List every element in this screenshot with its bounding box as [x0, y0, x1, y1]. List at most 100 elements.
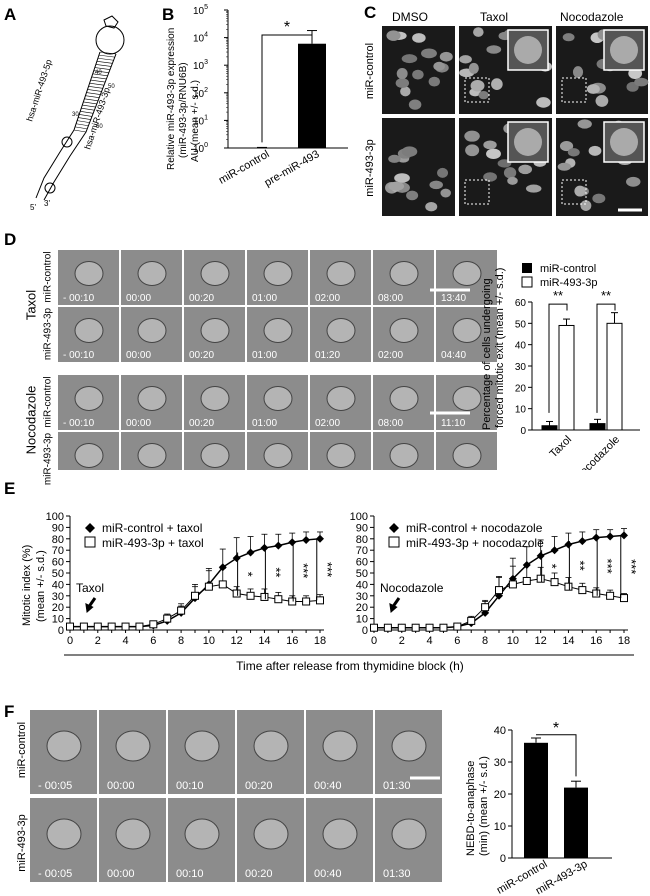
b-y-tick-exponent: 5 [204, 4, 208, 11]
d-x-tick-label: Nocodazole [573, 434, 623, 470]
d-timestamp: 00:20 [189, 350, 214, 361]
c-nucleus [592, 193, 606, 204]
e-marker-diamond [495, 591, 503, 600]
d-timestamp: 02:00 [315, 293, 340, 304]
d-timestamp: 01:00 [252, 418, 277, 429]
f-sig-bracket [536, 734, 577, 777]
d-cell [137, 318, 167, 343]
f-cell [391, 730, 427, 762]
e-marker-square [397, 623, 406, 632]
b-y-tick-exponent: 4 [204, 32, 208, 39]
c-nucleus [580, 200, 592, 211]
arm-5p-label: hsa-miR-493-5p [24, 58, 53, 122]
e-x-tick-label: 2 [399, 635, 405, 647]
position-40: 40 [95, 70, 102, 76]
d-cell [137, 386, 167, 411]
f-timestamp: 01:30 [383, 780, 411, 792]
e-marker-square [592, 589, 601, 598]
d-cell [326, 318, 356, 343]
e-sig-stars: *** [600, 559, 615, 574]
e-y-tick-label: 100 [350, 511, 368, 523]
e-x-tick-label: 4 [426, 635, 432, 647]
e-y-tick-label: 80 [52, 534, 64, 546]
d-legend-mir493: miR-493-3p [540, 277, 597, 289]
f-timestamp: 00:40 [314, 780, 342, 792]
e-sig-stars: *** [320, 562, 335, 577]
e-y-tick-label: 0 [58, 625, 64, 637]
f-cell [322, 730, 358, 762]
f-cell [115, 730, 151, 762]
e-x-tick-label: 14 [562, 635, 574, 647]
c-nucleus [588, 145, 602, 156]
e-marker-square [439, 623, 448, 632]
base-pair [85, 95, 100, 98]
c-nucleus [439, 51, 453, 62]
base-pair [81, 107, 95, 111]
d-timestamp: 01:20 [315, 350, 340, 361]
e-legend-control: miR-control + nocodazole [406, 521, 543, 535]
e-marker-diamond [550, 546, 559, 555]
e-marker-square [481, 603, 490, 612]
d-cell [263, 443, 293, 468]
base-pair [77, 120, 90, 123]
b-y-tick-label: 102 [193, 87, 208, 100]
b-y-tick-label: 100 [193, 142, 208, 155]
panel-d: D Taxol Nocodazole miR-control miR-493-3… [0, 230, 650, 485]
position-60: 60 [96, 124, 103, 130]
c-zoom-box [561, 77, 587, 103]
e-y-tick-label: 0 [362, 625, 368, 637]
e-marker-diamond [620, 531, 628, 540]
f-timestamp: 00:00 [107, 868, 135, 880]
e-marker-diamond [592, 533, 601, 542]
d-cell [137, 443, 167, 468]
base-pair [83, 101, 97, 105]
c-micrographs [382, 26, 649, 216]
e-y-tick-label: 10 [356, 614, 368, 626]
panel-c-label: C [364, 3, 377, 22]
d-cell [263, 261, 293, 286]
d-sig-bracket [548, 303, 568, 413]
e-y-tick-label: 60 [356, 557, 368, 569]
c-nucleus [536, 97, 551, 108]
d-timestamp: 04:40 [441, 350, 466, 361]
base-pair [92, 73, 108, 77]
d-bar [589, 423, 606, 431]
d-cell [326, 261, 356, 286]
c-nucleus [503, 167, 517, 179]
panel-f-label: F [4, 702, 15, 721]
d-timestamp: 00:20 [189, 293, 214, 304]
e-marker-square [536, 574, 545, 583]
c-nucleus [562, 33, 575, 42]
e-y-tick-label: 60 [52, 557, 64, 569]
c-nucleus [483, 140, 497, 150]
e-series-line [70, 538, 321, 628]
e-marker-square [246, 591, 255, 600]
e-y-tick-label: 80 [356, 534, 368, 546]
d-cell [200, 318, 230, 343]
e-x-tick-label: 18 [314, 635, 326, 647]
c-nucleus [400, 86, 411, 97]
base-pair [91, 76, 107, 80]
d-cell [74, 318, 104, 343]
stem-base-pairs [73, 51, 117, 133]
f-ylabel-line2: (min) (mean +/- s.d.) [478, 756, 490, 856]
d-cell [74, 443, 104, 468]
c-zoom-box [561, 179, 587, 205]
bulge-loop [61, 136, 73, 148]
c-nucleus [491, 78, 503, 91]
d-ylabel-line1: Percentage of cells undergoing [481, 278, 493, 430]
f-timestamp: 00:20 [245, 780, 273, 792]
e-x-tick-label: 10 [203, 635, 215, 647]
panel-a: A hsa-miR-493-5p hsa-miR-493-3p 40 30 50… [4, 5, 125, 212]
e-legend-control: miR-control + taxol [102, 521, 202, 535]
e-y-tick-label: 30 [356, 591, 368, 603]
f-bar [524, 742, 548, 858]
f-cell [391, 818, 427, 850]
c-nucleus [437, 167, 449, 178]
e-y-tick-label: 90 [52, 522, 64, 534]
d-timestamp: 00:00 [126, 350, 151, 361]
e-y-tick-label: 90 [356, 522, 368, 534]
bulge-loop [44, 182, 56, 194]
e-y-tick-label: 50 [52, 568, 64, 580]
